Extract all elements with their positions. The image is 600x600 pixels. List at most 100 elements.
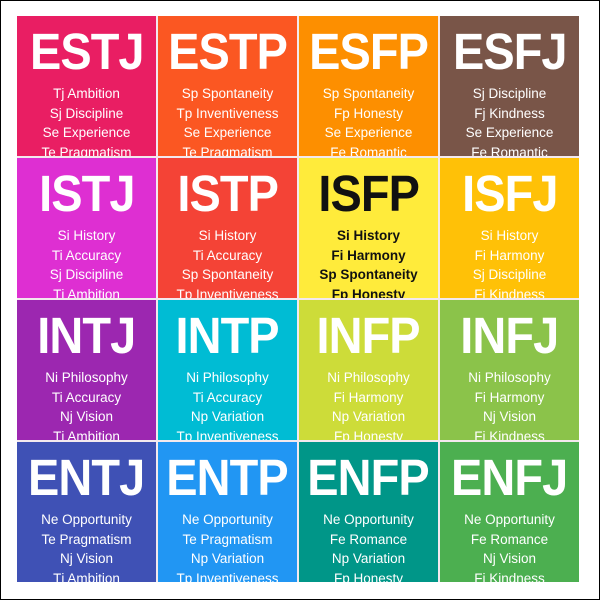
type-cell-infp: INFP Ni Philosophy Fi Harmony Np Variation F… [299, 300, 438, 440]
type-title: ESTP [168, 23, 288, 80]
function-line: Ne Opportunity [41, 512, 132, 527]
function-line: Ne Opportunity [323, 512, 414, 527]
function-line: Fp Honesty [333, 105, 403, 121]
type-cell-istp: ISTP Si History Ti Accuracy Sp Spontaneity T… [158, 158, 297, 298]
function-list: Sp Spontaneity Tp Inventiveness Se Experie… [176, 84, 278, 156]
function-line: Sj Discipline [49, 267, 124, 282]
type-cell-esfp: ESFP Sp Spontaneity Fp Honesty Se Experienc… [299, 16, 438, 156]
type-title: ISFJ [461, 165, 558, 222]
function-line: Te Pragmatism [41, 531, 132, 547]
function-list: Ne Opportunity Fe Romance Np Variation Fp H… [323, 510, 414, 582]
function-line: Nj Vision [59, 551, 113, 566]
type-title: INTJ [37, 307, 136, 364]
function-line: Nj Vision [482, 551, 536, 566]
function-list: Ne Opportunity Te Pragmatism Nj Vision Tj A… [41, 510, 132, 582]
type-title: ISTP [177, 165, 279, 222]
type-cell-estp: ESTP Sp Spontaneity Tp Inventiveness Se Exp… [158, 16, 297, 156]
type-title: ESTJ [29, 23, 145, 80]
function-line: Fi Harmony [474, 247, 545, 263]
personality-type-grid: ESTJ Tj Ambition Sj Discipline Se Experienc… [17, 16, 579, 582]
function-list: Ni Philosophy Fi Harmony Np Variation Fp Ho… [327, 368, 410, 440]
function-line: Te Pragmatism [182, 144, 273, 157]
function-line: Tj Ambition [53, 570, 120, 583]
function-line: Ni Philosophy [327, 370, 410, 385]
function-line: Te Pragmatism [182, 531, 273, 547]
type-title: INTP [175, 307, 280, 364]
function-line: Fi Harmony [331, 247, 406, 263]
function-line: Si History [198, 228, 257, 243]
function-line: Fi Harmony [474, 389, 545, 405]
function-list: Tj Ambition Sj Discipline Se Experience Te … [41, 84, 131, 156]
function-line: Se Experience [183, 125, 272, 140]
function-line: Fp Honesty [331, 286, 406, 299]
function-line: Ti Accuracy [51, 247, 122, 263]
function-line: Tp Inventiveness [176, 286, 279, 299]
function-list: Ne Opportunity Te Pragmatism Np Variation T… [176, 510, 278, 582]
function-list: Ne Opportunity Fe Romance Nj Vision Fj Kind… [464, 510, 555, 582]
function-line: Ne Opportunity [464, 512, 555, 527]
function-line: Ni Philosophy [468, 370, 551, 385]
type-cell-esfj: ESFJ Sj Discipline Fj Kindness Se Experienc… [440, 16, 579, 156]
function-list: Si History Ti Accuracy Sj Discipline Tj Amb… [50, 226, 124, 298]
function-line: Ni Philosophy [186, 370, 269, 385]
type-title: ENFJ [451, 449, 568, 506]
type-cell-entp: ENTP Ne Opportunity Te Pragmatism Np Variat… [158, 442, 297, 582]
function-line: Sp Spontaneity [322, 86, 415, 101]
function-list: Ni Philosophy Ti Accuracy Np Variation Tp I… [176, 368, 278, 440]
function-line: Nj Vision [59, 409, 113, 424]
type-title: ENFP [307, 449, 430, 506]
type-cell-estj: ESTJ Tj Ambition Sj Discipline Se Experienc… [17, 16, 156, 156]
function-line: Tj Ambition [53, 286, 120, 299]
function-line: Fe Romance [470, 531, 549, 547]
function-line: Si History [480, 228, 539, 243]
function-list: Sj Discipline Fj Kindness Se Experience Fe … [466, 84, 554, 156]
function-list: Si History Fi Harmony Sp Spontaneity Fp Hon… [319, 226, 417, 298]
type-cell-intp: INTP Ni Philosophy Ti Accuracy Np Variation… [158, 300, 297, 440]
function-line: Si History [57, 228, 116, 243]
function-line: Sp Spontaneity [181, 267, 274, 282]
type-cell-enfp: ENFP Ne Opportunity Fe Romance Np Variation… [299, 442, 438, 582]
function-line: Se Experience [324, 125, 413, 140]
function-list: Si History Ti Accuracy Sp Spontaneity Tp In… [176, 226, 278, 298]
type-cell-istj: ISTJ Si History Ti Accuracy Sj Discipline Tj… [17, 158, 156, 298]
function-line: Tp Inventiveness [176, 428, 279, 441]
function-line: Fj Kindness [474, 570, 545, 583]
type-title: ISFP [318, 165, 420, 222]
type-title: ENTP [166, 449, 289, 506]
function-line: Fj Kindness [474, 286, 545, 299]
type-cell-isfj: ISFJ Si History Fi Harmony Sj Discipline Fj … [440, 158, 579, 298]
function-line: Tp Inventiveness [176, 570, 279, 583]
type-cell-isfp: ISFP Si History Fi Harmony Sp Spontaneity Fp… [299, 158, 438, 298]
function-line: Fp Honesty [333, 428, 403, 441]
function-line: Fe Romance [329, 531, 408, 547]
function-line: Tp Inventiveness [176, 105, 279, 121]
function-line: Ni Philosophy [45, 370, 128, 385]
function-line: Te Pragmatism [41, 144, 132, 157]
type-cell-enfj: ENFJ Ne Opportunity Fe Romance Nj Vision Fj … [440, 442, 579, 582]
function-line: Tj Ambition [53, 86, 120, 101]
function-line: Fe Romantic [471, 144, 548, 157]
function-line: Ti Accuracy [192, 389, 263, 405]
function-list: Si History Fi Harmony Sj Discipline Fj Kind… [473, 226, 547, 298]
function-line: Ti Accuracy [192, 247, 263, 263]
function-line: Sj Discipline [472, 86, 547, 101]
function-line: Sp Spontaneity [319, 267, 418, 282]
function-line: Si History [336, 228, 400, 243]
type-title: ISTJ [38, 165, 135, 222]
type-cell-infj: INFJ Ni Philosophy Fi Harmony Nj Vision Fj K… [440, 300, 579, 440]
type-title: ENTJ [28, 449, 145, 506]
type-title: INFP [316, 307, 421, 364]
function-line: Np Variation [331, 551, 406, 566]
function-line: Np Variation [331, 409, 406, 424]
function-line: Fe Romantic [330, 144, 407, 157]
function-line: Ti Accuracy [51, 389, 122, 405]
function-line: Sj Discipline [472, 267, 547, 282]
function-line: Sp Spontaneity [181, 86, 274, 101]
function-line: Fj Kindness [474, 428, 545, 441]
function-list: Ni Philosophy Fi Harmony Nj Vision Fj Kindn… [468, 368, 551, 440]
function-line: Nj Vision [482, 409, 536, 424]
function-line: Se Experience [465, 125, 554, 140]
type-cell-intj: INTJ Ni Philosophy Ti Accuracy Nj Vision Tj … [17, 300, 156, 440]
function-line: Fj Kindness [474, 105, 545, 121]
function-line: Tj Ambition [53, 428, 120, 441]
